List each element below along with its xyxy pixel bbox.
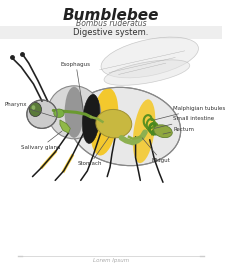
Text: Salivary gland: Salivary gland xyxy=(21,131,62,150)
Text: Small intestine: Small intestine xyxy=(154,116,215,128)
Ellipse shape xyxy=(96,109,132,138)
FancyBboxPatch shape xyxy=(0,26,222,39)
Ellipse shape xyxy=(27,100,57,128)
Text: Lorem Ipsum: Lorem Ipsum xyxy=(93,258,129,263)
Ellipse shape xyxy=(29,102,41,116)
Ellipse shape xyxy=(133,99,155,163)
Ellipse shape xyxy=(104,60,190,85)
Text: Rectum: Rectum xyxy=(163,127,194,134)
Text: Bumblebee: Bumblebee xyxy=(63,8,159,23)
Text: Malphigian tubules: Malphigian tubules xyxy=(154,106,226,120)
Text: Stomach: Stomach xyxy=(78,137,109,167)
Ellipse shape xyxy=(101,37,198,78)
Ellipse shape xyxy=(48,86,101,139)
Text: Pharynx: Pharynx xyxy=(4,102,55,117)
Polygon shape xyxy=(60,120,70,133)
Ellipse shape xyxy=(70,87,181,166)
Ellipse shape xyxy=(32,105,35,110)
Ellipse shape xyxy=(90,88,118,155)
Ellipse shape xyxy=(54,109,64,118)
Text: Bombus ruderatus: Bombus ruderatus xyxy=(76,19,146,28)
Ellipse shape xyxy=(82,94,100,143)
Text: Midgut: Midgut xyxy=(142,138,170,163)
Ellipse shape xyxy=(154,125,172,138)
Ellipse shape xyxy=(65,87,84,138)
Text: Esophagus: Esophagus xyxy=(61,62,91,112)
Text: Digestive system.: Digestive system. xyxy=(73,28,149,38)
